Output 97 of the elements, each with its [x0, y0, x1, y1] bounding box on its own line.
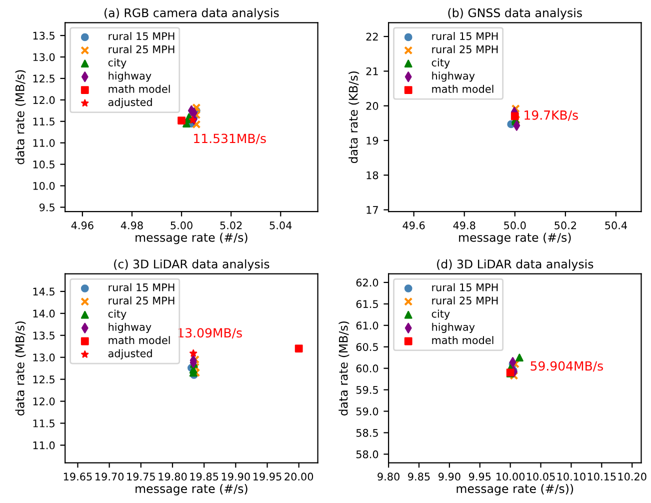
y-tick-label: 17 [366, 206, 378, 214]
legend-label: math model [432, 84, 494, 93]
annotation: 13.09MB/s [178, 328, 242, 339]
x-tick-label: 20.00 [284, 472, 314, 481]
x-tick-label: 19.65 [64, 472, 92, 481]
x-tick-label: 49.6 [402, 221, 425, 230]
y-axis-title: data rate (MB/s) [15, 321, 26, 416]
x-tick-label: 19.85 [190, 472, 218, 481]
legend-label: highway [108, 322, 152, 333]
x-tick-label: 10.00 [496, 472, 525, 481]
y-tick-label: 11.5 [33, 118, 54, 126]
y-tick-label: 11.5 [33, 420, 54, 428]
y-tick-label: 18 [366, 171, 378, 180]
y-tick-label: 12.0 [33, 96, 55, 104]
legend-label: math model [432, 336, 494, 344]
chart-title: (d) 3D LiDAR data analysis [437, 259, 594, 271]
y-tick-label: 59.5 [356, 386, 378, 394]
x-tick-label: 4.98 [120, 221, 143, 230]
legend-label: highway [108, 72, 152, 82]
y-tick-label: 12.0 [33, 397, 55, 406]
chart-title: (b) GNSS data analysis [448, 8, 582, 20]
legend-label: rural 15 MPH [108, 283, 174, 292]
y-tick-label: 13.0 [33, 53, 55, 62]
y-tick-label: 14.0 [33, 310, 55, 318]
legend-label: city [108, 310, 126, 320]
x-tick-label: 5.02 [220, 221, 242, 230]
legend-label: rural 15 MPH [108, 32, 174, 40]
annotation: 19.7KB/s [524, 110, 578, 121]
legend-label: math model [108, 84, 170, 93]
y-tick-label: 11.0 [33, 441, 55, 450]
legend-label: city [432, 58, 450, 69]
y-tick-label: 19 [366, 136, 378, 145]
x-tick-label: 5.04 [270, 221, 292, 230]
x-tick-label: 19.80 [158, 472, 187, 481]
legend-label: highway [432, 322, 475, 333]
x-tick-label: 10.05 [527, 472, 555, 481]
y-tick-label: 9.5 [39, 203, 54, 212]
y-tick-label: 59.0 [356, 407, 378, 416]
legend-label: rural 25 MPH [432, 45, 498, 54]
y-tick-label: 21 [366, 67, 378, 76]
legend-label: math model [108, 336, 170, 344]
y-tick-label: 10.5 [33, 160, 54, 168]
x-tick-label: 10.15 [588, 472, 616, 481]
y-tick-label: 60.5 [356, 343, 378, 351]
y-tick-label: 20 [366, 102, 378, 110]
x-tick-label: 19.70 [96, 472, 124, 481]
legend-label: rural 25 MPH [432, 296, 498, 305]
x-tick-label: 9.80 [378, 472, 400, 481]
annotation: 11.531MB/s [194, 134, 266, 144]
y-axis-title: data rate (MB/s) [338, 321, 350, 416]
y-axis-title: data rate (MB/s) [15, 70, 26, 164]
x-axis-title: message rate (#/s) [136, 232, 248, 244]
y-tick-label: 13.0 [33, 354, 55, 362]
y-tick-label: 12.5 [33, 376, 54, 384]
y-tick-label: 10.0 [33, 182, 55, 190]
x-tick-label: 50.4 [605, 221, 627, 230]
y-tick-label: 58.5 [356, 428, 378, 437]
y-tick-label: 11.0 [33, 139, 55, 147]
y-axis-title: data rate (KB/s) [348, 71, 360, 164]
y-tick-label: 58.0 [356, 450, 378, 458]
x-axis-title: message rate (#/s) [459, 232, 571, 244]
x-tick-label: 19.95 [253, 472, 282, 481]
legend-label: rural 25 MPH [108, 296, 174, 305]
y-tick-label: 61.5 [356, 300, 378, 308]
x-tick-label: 9.95 [468, 472, 491, 481]
x-tick-label: 4.96 [71, 221, 94, 230]
y-tick-label: 22 [366, 32, 378, 40]
x-tick-label: 50.0 [504, 221, 526, 230]
legend-label: rural 25 MPH [108, 45, 174, 54]
legend-label: rural 15 MPH [432, 32, 498, 40]
y-tick-label: 60.0 [356, 364, 378, 372]
x-tick-label: 5.00 [170, 221, 192, 230]
legend-label: rural 15 MPH [432, 283, 498, 292]
x-axis-title: message rate (#/s)) [456, 484, 574, 496]
x-axis-title: message rate (#/s) [136, 484, 248, 496]
legend-label: adjusted [108, 98, 152, 108]
legend-label: highway [432, 72, 475, 82]
legend-label: city [108, 58, 126, 69]
y-tick-label: 13.5 [33, 32, 54, 40]
x-tick-label: 49.8 [453, 221, 476, 230]
x-tick-label: 10.20 [618, 472, 646, 481]
chart-title: (c) 3D LiDAR data analysis [114, 259, 270, 271]
x-tick-label: 19.75 [127, 472, 155, 481]
chart-title: (a) RGB camera data analysis [104, 8, 279, 20]
y-tick-label: 62.0 [356, 278, 378, 287]
x-tick-label: 19.90 [222, 472, 250, 481]
y-tick-label: 12.5 [33, 74, 54, 83]
y-tick-label: 13.5 [33, 332, 54, 340]
x-tick-label: 9.85 [408, 472, 430, 481]
x-tick-label: 9.90 [438, 472, 460, 481]
legend-label: city [432, 310, 450, 320]
annotation: 59.904MB/s [530, 361, 603, 372]
x-tick-label: 10.10 [557, 472, 586, 481]
y-tick-label: 61.0 [356, 322, 378, 330]
x-tick-label: 50.2 [554, 221, 576, 230]
y-tick-label: 14.5 [33, 288, 54, 296]
legend-label: adjusted [108, 349, 152, 360]
